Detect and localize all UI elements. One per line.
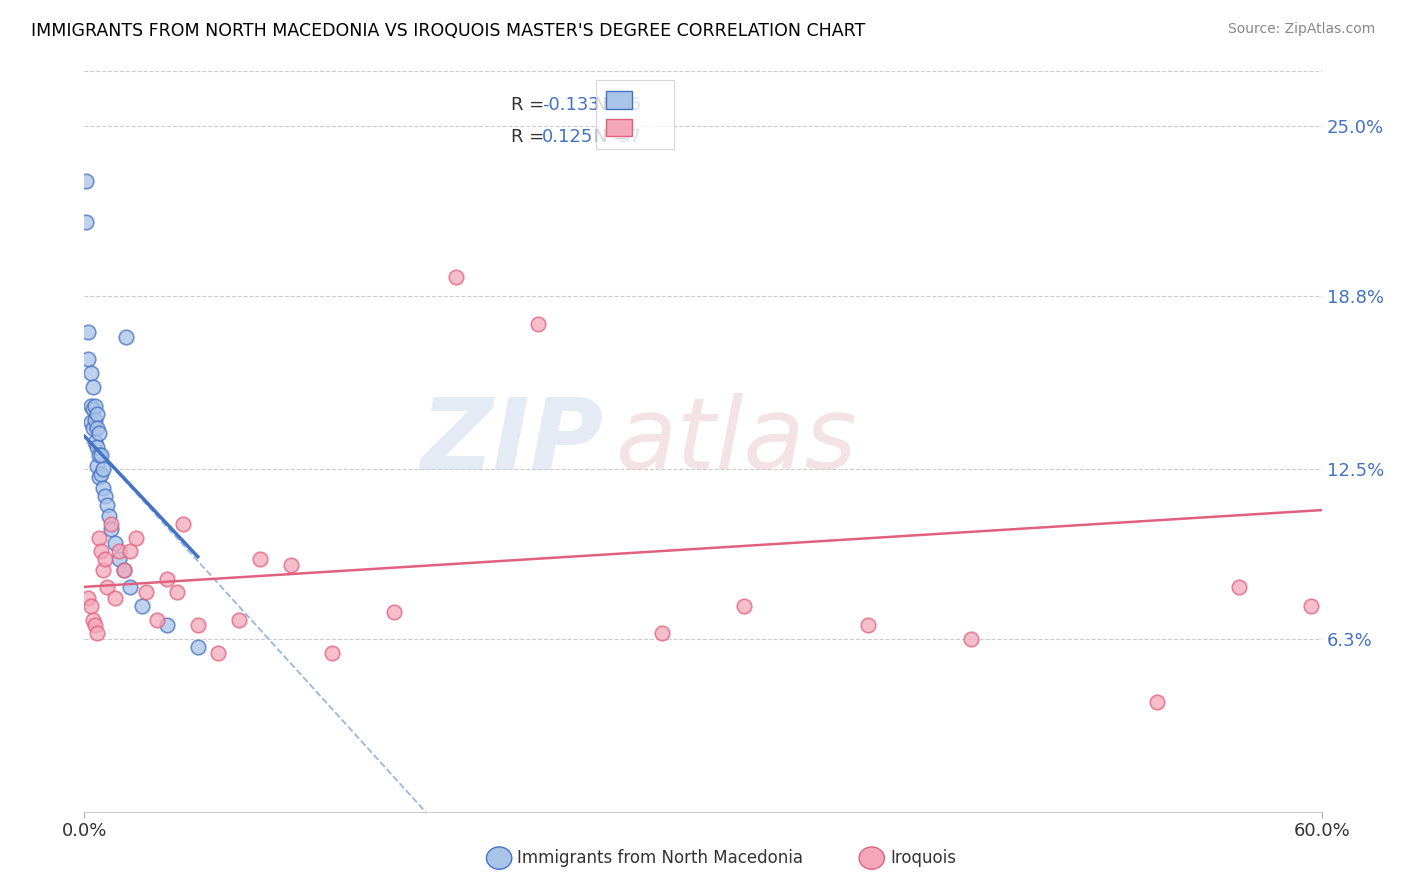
Point <box>82 401 104 416</box>
Point <box>108 544 131 558</box>
Point <box>96 580 118 594</box>
Point <box>382 605 405 619</box>
Point <box>87 470 110 484</box>
Point <box>82 380 104 394</box>
Point <box>83 618 105 632</box>
Point <box>733 599 755 613</box>
Point <box>86 421 108 435</box>
Point <box>100 522 122 536</box>
Text: R =: R = <box>512 128 550 145</box>
Point <box>1227 580 1250 594</box>
Point <box>90 467 112 482</box>
Point <box>75 174 97 188</box>
Point <box>90 544 112 558</box>
Point <box>856 618 879 632</box>
Text: 36: 36 <box>619 95 641 113</box>
Point <box>321 646 343 660</box>
Point <box>156 618 179 632</box>
Point <box>187 640 209 655</box>
Text: atlas: atlas <box>616 393 858 490</box>
Text: IMMIGRANTS FROM NORTH MACEDONIA VS IROQUOIS MASTER'S DEGREE CORRELATION CHART: IMMIGRANTS FROM NORTH MACEDONIA VS IROQU… <box>31 22 865 40</box>
Point <box>94 489 117 503</box>
Text: Immigrants from North Macedonia: Immigrants from North Macedonia <box>517 849 803 867</box>
Point <box>104 591 127 605</box>
Point <box>94 552 117 566</box>
Point <box>86 440 108 454</box>
Point <box>87 531 110 545</box>
Point <box>91 462 114 476</box>
Point <box>651 626 673 640</box>
Legend:    ,    : , <box>596 80 675 149</box>
Point <box>86 459 108 474</box>
Point <box>98 508 121 523</box>
Point <box>228 613 250 627</box>
Text: N =: N = <box>595 95 634 113</box>
Text: Source: ZipAtlas.com: Source: ZipAtlas.com <box>1227 22 1375 37</box>
Point <box>135 585 157 599</box>
Point <box>104 536 127 550</box>
Text: 37: 37 <box>619 128 643 145</box>
Point <box>1301 599 1323 613</box>
Point <box>112 563 135 577</box>
Point <box>79 366 101 380</box>
Point <box>108 552 131 566</box>
Text: 0.125: 0.125 <box>543 128 593 145</box>
Point <box>172 516 194 531</box>
Point <box>187 618 209 632</box>
Point <box>82 613 104 627</box>
Point <box>86 626 108 640</box>
Point <box>75 215 97 229</box>
Point <box>77 325 100 339</box>
Point <box>83 412 105 426</box>
Point <box>83 434 105 449</box>
Point <box>114 330 136 344</box>
Text: Iroquois: Iroquois <box>890 849 956 867</box>
Point <box>79 415 101 429</box>
Text: -0.133: -0.133 <box>543 95 600 113</box>
Point <box>166 585 188 599</box>
Point <box>90 448 112 462</box>
Point <box>86 407 108 421</box>
Point <box>131 599 153 613</box>
Text: N =: N = <box>595 128 634 145</box>
Point <box>118 580 141 594</box>
Point <box>444 270 467 285</box>
Point <box>156 572 179 586</box>
Point <box>207 646 229 660</box>
Point <box>77 591 100 605</box>
Point <box>112 563 135 577</box>
Point <box>145 613 167 627</box>
Point <box>249 552 271 566</box>
Point <box>91 563 114 577</box>
Text: ZIP: ZIP <box>420 393 605 490</box>
Point <box>960 632 983 646</box>
Point <box>87 448 110 462</box>
Point <box>82 421 104 435</box>
Point <box>527 317 550 331</box>
Point <box>77 352 100 367</box>
Point <box>87 426 110 441</box>
Point <box>125 531 148 545</box>
Point <box>79 599 101 613</box>
Text: R =: R = <box>512 95 550 113</box>
Point <box>79 399 101 413</box>
Point <box>280 558 302 572</box>
Point <box>91 481 114 495</box>
Point <box>83 399 105 413</box>
Point <box>118 544 141 558</box>
Point <box>96 498 118 512</box>
Point <box>1146 695 1168 709</box>
Point <box>100 516 122 531</box>
